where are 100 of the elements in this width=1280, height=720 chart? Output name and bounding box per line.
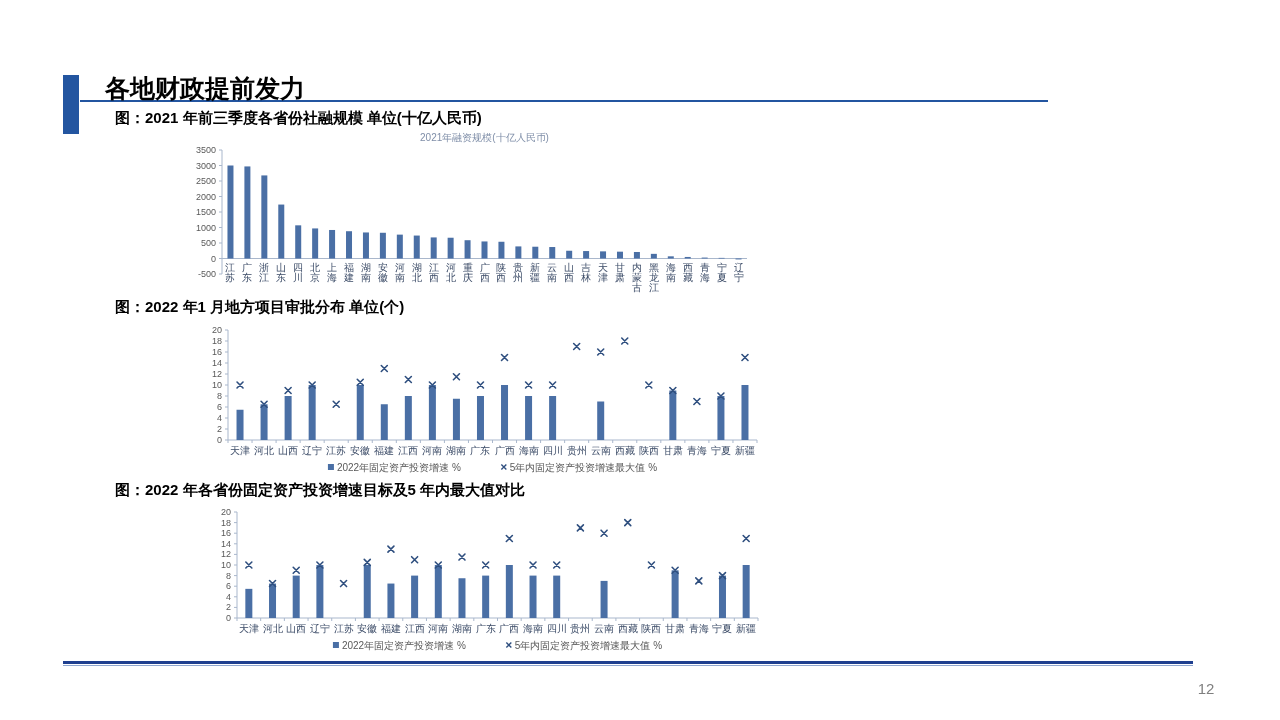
x-tick-label: 江苏 — [225, 261, 236, 283]
y-tick-label: 2 — [216, 424, 222, 434]
x-tick-label: 宁夏 — [716, 261, 727, 283]
chart-title: 图：2022 年1 月地方项目审批分布 单位(个) — [115, 298, 405, 315]
y-tick-label: 0 — [225, 613, 231, 623]
y-tick-label: 12 — [211, 369, 222, 379]
x-tick-label: 山西 — [564, 261, 575, 283]
point — [596, 348, 605, 356]
y-tick-label: 16 — [211, 347, 222, 357]
point — [600, 529, 608, 537]
bar — [430, 237, 437, 259]
x-tick-label: 甘肃 — [665, 623, 686, 634]
bar — [261, 175, 268, 259]
point — [671, 566, 679, 575]
y-tick-label: 0 — [216, 435, 222, 445]
y-tick-label: -500 — [197, 269, 216, 279]
y-tick-label: 500 — [200, 238, 216, 248]
point — [245, 561, 253, 569]
x-tick-label: 甘肃 — [662, 445, 683, 456]
x-tick-label: 贵州 — [570, 623, 591, 634]
bar — [549, 247, 556, 259]
bar — [482, 575, 490, 618]
y-tick-label: 3000 — [195, 160, 216, 171]
point — [332, 400, 340, 409]
point — [718, 571, 727, 580]
bar — [633, 251, 640, 259]
x-tick-label: 浙江 — [259, 261, 270, 283]
bar — [404, 396, 412, 440]
x-tick-label: 福建 — [374, 445, 395, 456]
x-tick-label: 河南 — [428, 623, 449, 634]
y-tick-label: 2500 — [195, 176, 216, 186]
x-tick-label: 河北 — [262, 623, 283, 634]
y-tick-label: 20 — [220, 507, 231, 517]
x-tick-label: 山东 — [276, 261, 287, 283]
point — [505, 534, 514, 543]
x-tick-label: 新疆 — [736, 623, 757, 634]
bar — [616, 251, 623, 259]
x-tick-label: 内蒙古 — [631, 261, 642, 293]
bar — [529, 575, 537, 618]
x-tick-label: 甘肃 — [614, 261, 625, 283]
x-tick-label: 新疆 — [530, 261, 541, 283]
x-tick-label: 青海 — [688, 623, 709, 634]
bar — [244, 166, 251, 259]
x-tick-label: 广东 — [470, 445, 491, 456]
point — [669, 386, 677, 395]
y-tick-label: 6 — [225, 581, 231, 592]
x-tick-label: 广东 — [242, 261, 253, 283]
x-tick-label: 西藏 — [617, 623, 638, 634]
bar — [501, 385, 509, 440]
point — [404, 375, 413, 384]
point — [623, 518, 632, 527]
text: 12 — [1197, 680, 1215, 697]
x-tick-label: 广西 — [499, 623, 520, 634]
bar — [292, 575, 300, 618]
x-tick-label: 辽宁 — [309, 623, 330, 634]
point — [552, 561, 561, 569]
x-tick-label: 山西 — [286, 623, 307, 634]
bar — [600, 580, 608, 618]
point — [548, 381, 557, 389]
bar — [476, 396, 484, 440]
bar — [498, 241, 505, 259]
y-tick-label: 12 — [220, 549, 231, 560]
x-tick-label: 安徽 — [350, 445, 371, 456]
y-tick-label: 2000 — [195, 191, 216, 202]
x-tick-label: 海南 — [518, 445, 539, 456]
x-tick-label: 四川 — [293, 261, 304, 283]
x-tick-label: 西藏 — [614, 445, 635, 456]
point — [576, 524, 585, 532]
point — [260, 400, 268, 409]
x-tick-label: 江苏 — [333, 623, 354, 634]
bar — [671, 570, 679, 618]
x-tick-label: 江西 — [404, 623, 425, 634]
bar — [553, 575, 561, 618]
x-tick-label: 海南 — [523, 623, 544, 634]
x-tick-label: 重庆 — [462, 261, 473, 283]
point — [356, 378, 365, 387]
x-tick-label: 天津 — [238, 623, 259, 634]
bar — [600, 251, 607, 259]
bar — [583, 251, 590, 259]
y-tick-label: 16 — [220, 528, 231, 539]
x-tick-label: 陕西 — [641, 623, 662, 634]
bar — [295, 225, 302, 259]
point — [434, 561, 443, 569]
point — [476, 381, 485, 389]
x-tick-label: 山西 — [278, 445, 299, 456]
y-tick-label: 18 — [220, 517, 231, 528]
bar — [428, 385, 436, 440]
x-tick-label: 天津 — [230, 445, 251, 456]
chart-title: 图：2021 年前三季度各省份社融规模 单位(十亿人民币) — [115, 109, 482, 126]
point — [236, 381, 244, 389]
bar — [316, 565, 324, 618]
bar — [481, 241, 488, 259]
bar — [717, 396, 725, 440]
point — [695, 577, 703, 585]
bar — [515, 246, 522, 259]
bar — [549, 396, 557, 440]
x-tick-label: 陕西 — [638, 445, 659, 456]
bar — [356, 385, 364, 440]
point — [741, 353, 749, 362]
bar — [464, 240, 471, 259]
